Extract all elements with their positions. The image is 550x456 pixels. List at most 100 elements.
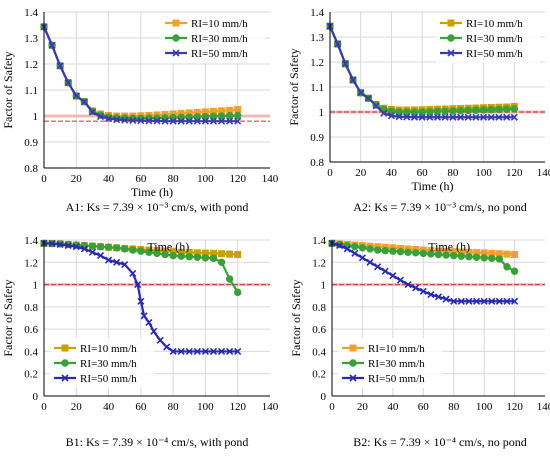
data-point <box>48 240 56 248</box>
data-point <box>464 106 472 115</box>
data-point <box>137 247 145 255</box>
data-point <box>177 252 185 260</box>
data-point <box>336 242 344 250</box>
x-axis-label: Time (h) <box>412 179 454 193</box>
x-tick-label: 120 <box>229 401 246 413</box>
data-point <box>134 281 142 289</box>
data-point <box>426 113 434 121</box>
data-point <box>464 113 472 121</box>
y-tick-label: 0.8 <box>312 302 326 314</box>
data-point <box>503 297 511 305</box>
data-point <box>495 297 503 305</box>
data-point <box>153 117 161 125</box>
data-point <box>145 248 153 256</box>
data-point <box>488 297 496 305</box>
y-tick-label: 1.2 <box>24 59 38 71</box>
data-point <box>161 250 169 259</box>
x-tick-label: 40 <box>103 173 115 185</box>
data-point <box>226 117 234 125</box>
data-point <box>495 113 503 121</box>
series-3 <box>40 239 242 355</box>
data-point <box>209 112 218 120</box>
x-tick-label: 80 <box>168 401 180 413</box>
x-tick-label: 80 <box>448 401 460 413</box>
x-tick-label: 20 <box>71 173 83 185</box>
data-point <box>185 347 193 355</box>
data-point <box>449 107 457 115</box>
data-point <box>404 281 412 289</box>
data-point <box>419 287 427 295</box>
data-point <box>503 250 511 258</box>
data-point <box>201 347 209 355</box>
data-point <box>465 253 473 261</box>
data-point <box>510 267 519 275</box>
data-point <box>226 250 234 258</box>
y-tick-label: 1.2 <box>312 257 326 269</box>
data-point <box>104 243 113 251</box>
data-point <box>61 344 69 352</box>
data-point <box>172 49 180 57</box>
data-point <box>156 336 164 344</box>
data-point <box>61 374 69 382</box>
data-point <box>80 245 88 253</box>
chart-caption: B1: Ks = 7.39 × 10⁻⁴ cm/s, with pond <box>66 435 249 449</box>
data-point <box>193 113 202 121</box>
data-point <box>349 359 357 367</box>
data-point <box>366 245 374 253</box>
data-point <box>48 41 56 49</box>
data-point <box>209 117 218 125</box>
data-point <box>495 105 503 114</box>
data-point <box>511 250 519 258</box>
data-point <box>225 112 234 120</box>
data-point <box>381 267 389 275</box>
data-point <box>96 112 105 121</box>
x-tick-label: 140 <box>262 401 279 413</box>
legend: RI=10 mm/h RI=30 mm/h RI=50 mm/h <box>50 338 154 388</box>
data-point <box>121 245 129 253</box>
data-point <box>456 113 465 121</box>
data-point <box>218 250 226 258</box>
data-point <box>80 98 88 106</box>
data-point <box>503 113 511 121</box>
series-3 <box>40 23 242 125</box>
data-point <box>145 318 153 327</box>
data-point <box>410 108 419 116</box>
y-tick-label: 0 <box>33 391 39 403</box>
data-point <box>449 113 457 121</box>
data-point <box>185 253 193 261</box>
legend-entry: RI=30 mm/h <box>466 33 523 45</box>
data-point <box>447 34 455 42</box>
data-point <box>442 251 450 259</box>
x-tick-label: 20 <box>355 167 367 179</box>
y-tick-label: 1.3 <box>24 33 38 45</box>
data-point <box>404 248 412 256</box>
data-point <box>234 250 242 258</box>
data-point <box>410 113 419 121</box>
x-tick-label: 0 <box>41 401 47 413</box>
x-tick-label: 120 <box>229 173 246 185</box>
data-point <box>88 108 96 116</box>
legend: RI=10 mm/h RI=30 mm/h RI=50 mm/h <box>338 338 442 388</box>
data-point <box>488 254 496 263</box>
y-tick-label: 0.6 <box>312 324 326 336</box>
x-tick-label: 100 <box>475 167 492 179</box>
y-tick-label: 1 <box>33 280 39 292</box>
y-tick-label: 0 <box>321 391 327 403</box>
data-point <box>225 275 234 283</box>
data-point <box>145 117 153 125</box>
y-tick-label: 1.1 <box>24 85 38 97</box>
data-point <box>112 244 121 252</box>
data-point <box>456 107 465 115</box>
data-point <box>389 272 397 280</box>
data-point <box>396 248 405 256</box>
legend-entry: RI=50 mm/h <box>466 48 523 60</box>
legend-entry: RI=50 mm/h <box>80 373 137 385</box>
data-point <box>381 246 389 255</box>
x-tick-label: 20 <box>357 401 369 413</box>
data-point <box>234 288 242 297</box>
y-tick-label: 1.4 <box>24 7 38 19</box>
data-point <box>105 115 113 123</box>
data-point <box>140 312 148 320</box>
data-point <box>121 260 129 269</box>
legend: RI=10 mm/h RI=30 mm/h RI=50 mm/h <box>436 13 540 63</box>
